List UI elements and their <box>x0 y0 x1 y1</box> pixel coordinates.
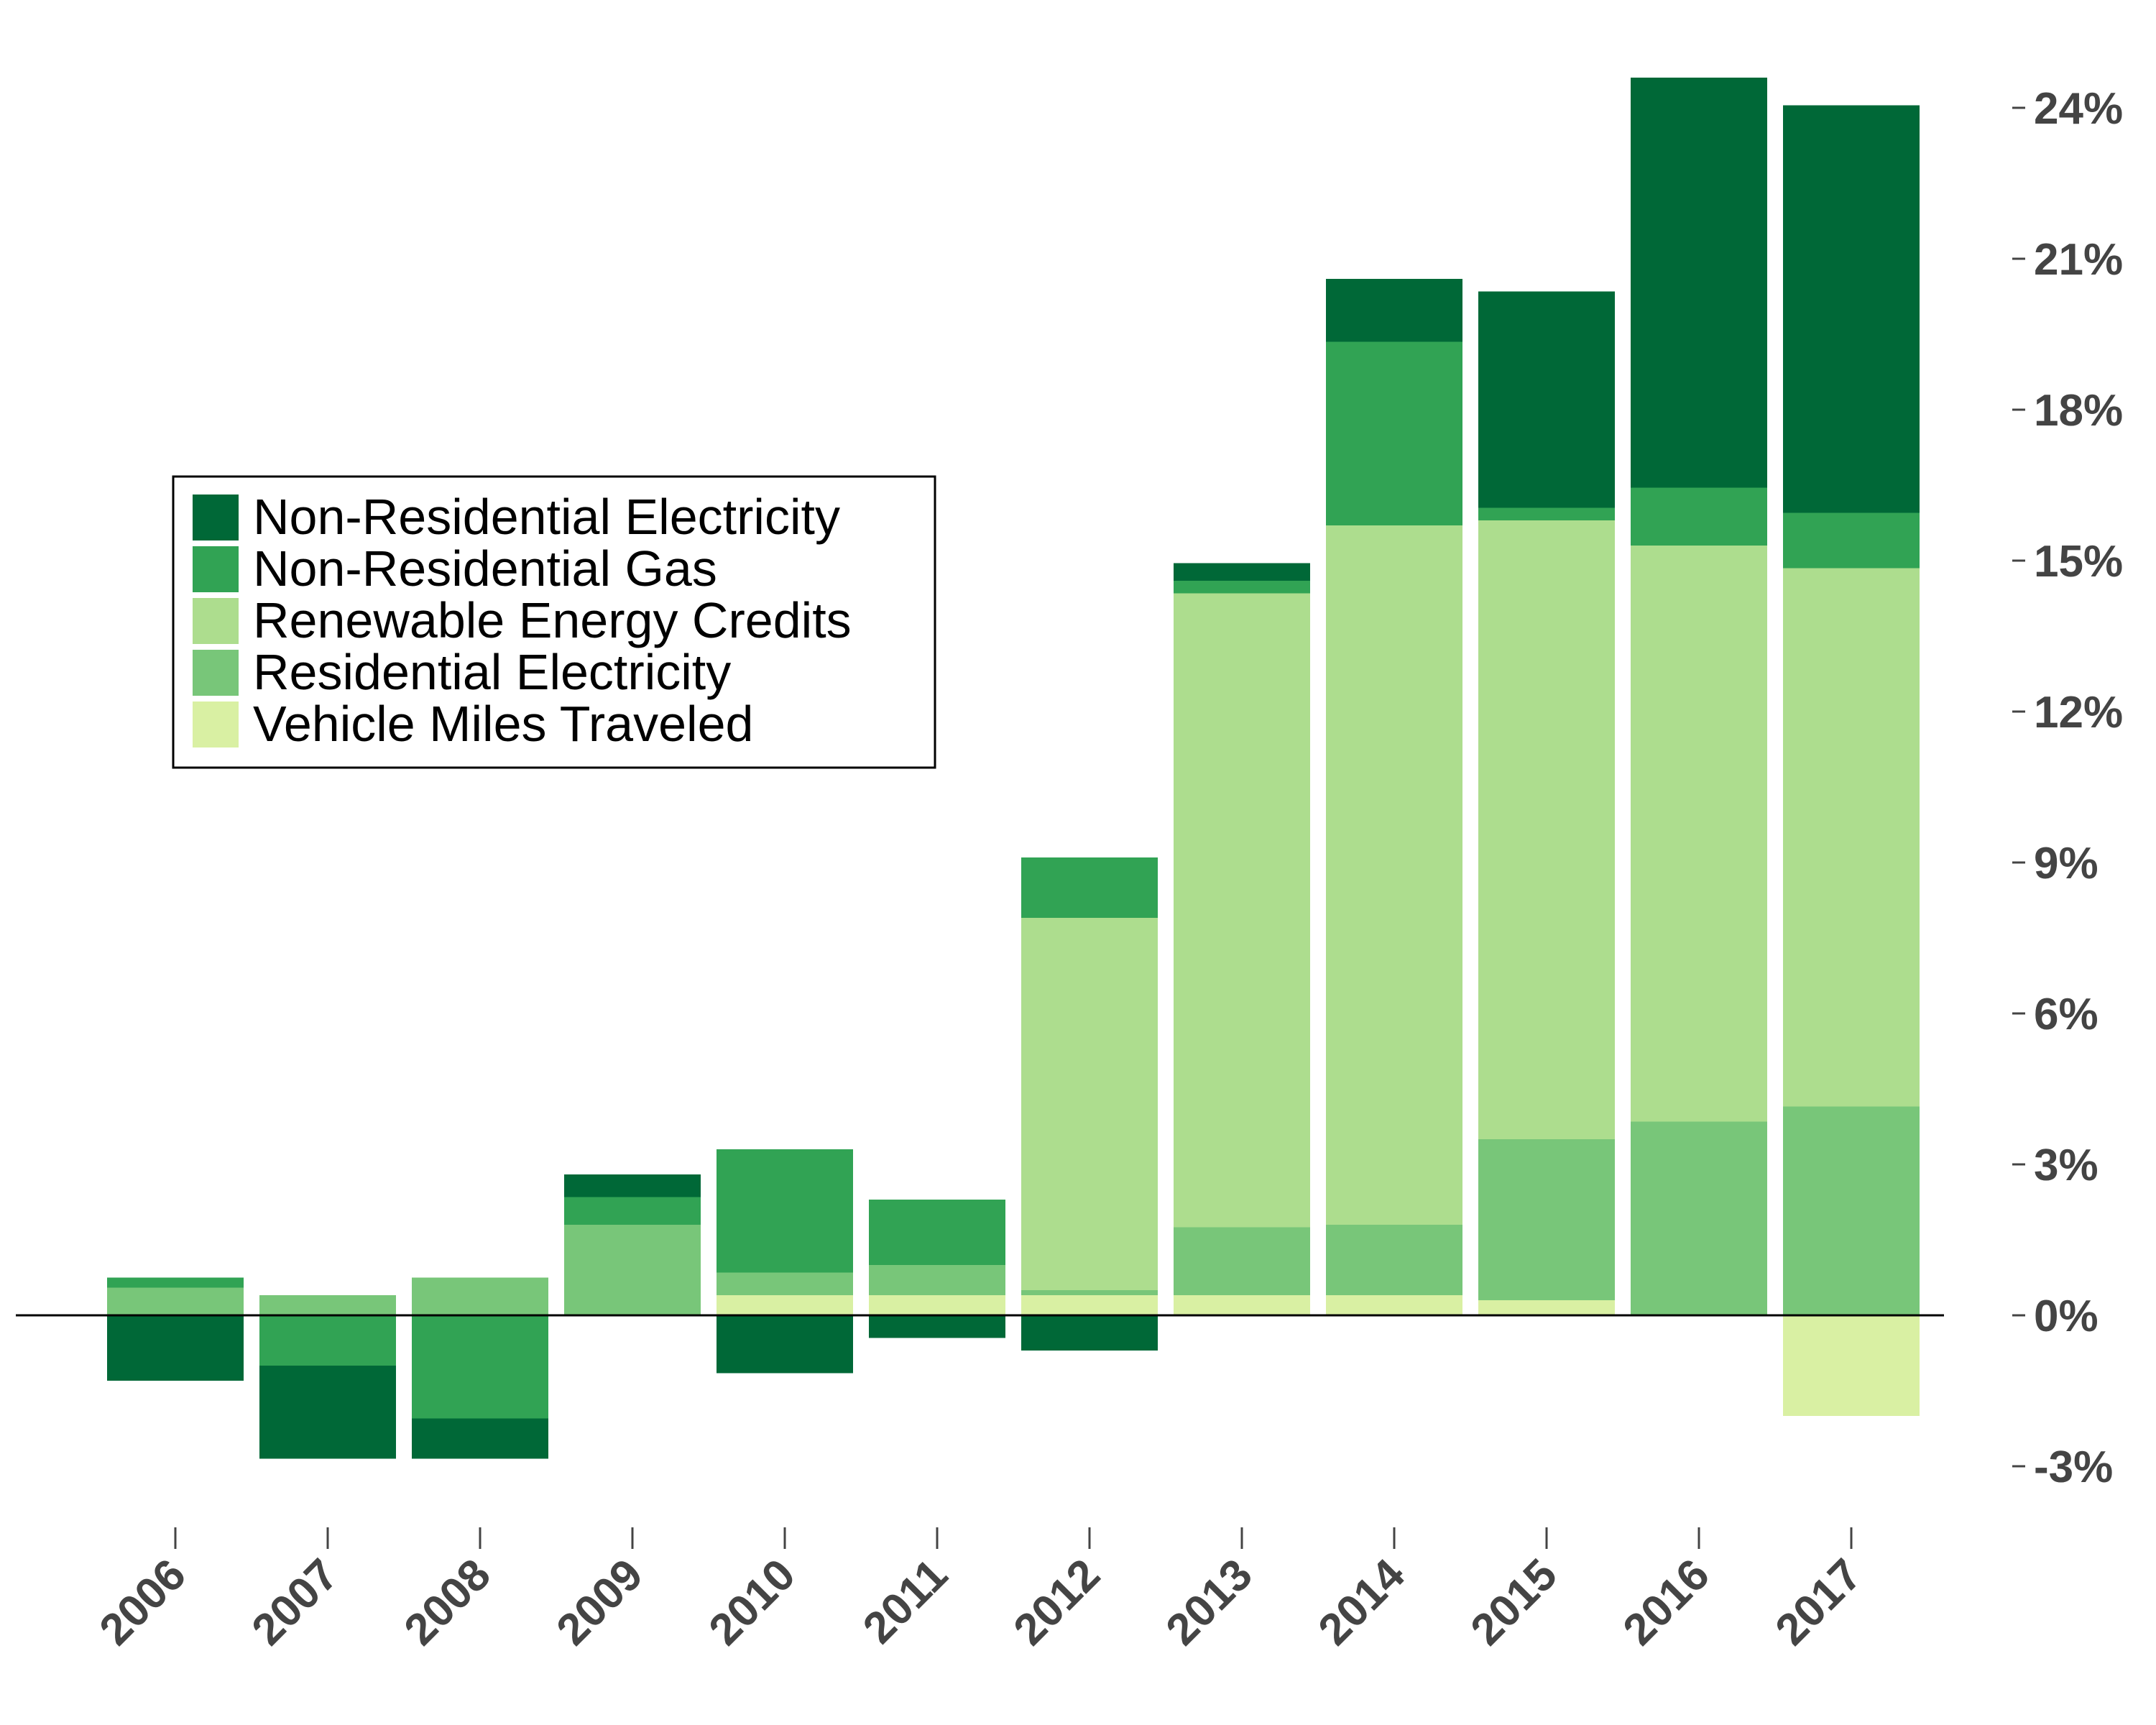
bar-segment-non-residential-electricity-2007 <box>259 1366 396 1459</box>
bar-segment-non-residential-electricity-2014 <box>1326 279 1462 342</box>
bar-segment-residential-electricity-2014 <box>1326 1225 1462 1295</box>
legend-swatch <box>193 494 239 540</box>
bar-segment-non-residential-gas-2015 <box>1478 507 1615 520</box>
x-tick-label: 2008 <box>395 1550 500 1655</box>
bar-segment-non-residential-electricity-2011 <box>869 1315 1005 1338</box>
bar-segment-residential-electricity-2016 <box>1631 1121 1767 1315</box>
bar-segment-non-residential-gas-2012 <box>1021 857 1158 918</box>
legend-label: Non-Residential Gas <box>253 540 717 597</box>
bar-segment-renewable-energy-credits-2017 <box>1783 568 1920 1107</box>
bar-segment-residential-electricity-2009 <box>564 1225 701 1315</box>
bar-segment-renewable-energy-credits-2013 <box>1174 593 1310 1228</box>
bar-segment-non-residential-gas-2014 <box>1326 341 1462 525</box>
bar-segment-non-residential-electricity-2006 <box>107 1315 244 1381</box>
bar-segment-vehicle-miles-traveled-2011 <box>869 1295 1005 1315</box>
y-tick-label: 0% <box>2034 1292 2099 1341</box>
y-tick-label: -3% <box>2034 1443 2113 1492</box>
bar-segment-non-residential-electricity-2015 <box>1478 291 1615 508</box>
y-tick-label: 6% <box>2034 990 2099 1039</box>
x-tick-label: 2016 <box>1614 1550 1719 1655</box>
x-tick-label: 2011 <box>854 1550 957 1653</box>
y-tick-label: 9% <box>2034 839 2099 888</box>
x-tick-label: 2013 <box>1157 1550 1262 1655</box>
y-tick-label: 12% <box>2034 688 2123 737</box>
legend-label: Non-Residential Electricity <box>253 489 840 545</box>
legend-label: Residential Electricity <box>253 644 731 700</box>
bar-segment-non-residential-gas-2006 <box>107 1277 244 1288</box>
bar-segment-residential-electricity-2007 <box>259 1295 396 1315</box>
bar-segment-residential-electricity-2012 <box>1021 1290 1158 1295</box>
bar-segment-renewable-energy-credits-2014 <box>1326 525 1462 1225</box>
bar-segment-vehicle-miles-traveled-2013 <box>1174 1295 1310 1315</box>
y-tick-label: 21% <box>2034 235 2123 285</box>
bar-segment-renewable-energy-credits-2012 <box>1021 918 1158 1290</box>
x-tick-label: 2015 <box>1462 1550 1567 1655</box>
bar-segment-non-residential-gas-2008 <box>412 1315 548 1419</box>
x-tick-label: 2009 <box>548 1550 653 1655</box>
legend-swatch <box>193 546 239 592</box>
legend-swatch <box>193 598 239 644</box>
x-tick-label: 2010 <box>700 1550 805 1655</box>
x-tick-label: 2012 <box>1005 1550 1110 1655</box>
x-tick-label: 2017 <box>1766 1550 1871 1655</box>
bar-segment-non-residential-electricity-2008 <box>412 1418 548 1459</box>
legend-swatch <box>193 650 239 696</box>
bar-segment-residential-electricity-2015 <box>1478 1139 1615 1300</box>
legend-swatch <box>193 702 239 748</box>
bar-segment-non-residential-electricity-2017 <box>1783 105 1920 513</box>
bar-segment-vehicle-miles-traveled-2017 <box>1783 1315 1920 1416</box>
bar-segment-residential-electricity-2006 <box>107 1287 244 1315</box>
x-tick-label: 2006 <box>91 1550 195 1655</box>
bar-segment-non-residential-electricity-2012 <box>1021 1315 1158 1351</box>
bar-segment-residential-electricity-2017 <box>1783 1106 1920 1315</box>
y-tick-label: 15% <box>2034 537 2123 586</box>
bar-segment-vehicle-miles-traveled-2015 <box>1478 1300 1615 1315</box>
bar-segment-vehicle-miles-traveled-2010 <box>717 1295 853 1315</box>
legend-label: Vehicle Miles Traveled <box>253 696 753 752</box>
bar-segment-residential-electricity-2010 <box>717 1272 853 1295</box>
bar-segment-residential-electricity-2011 <box>869 1265 1005 1295</box>
legend: Non-Residential ElectricityNon-Residenti… <box>172 475 936 769</box>
bar-segment-renewable-energy-credits-2015 <box>1478 520 1615 1139</box>
bar-segment-residential-electricity-2008 <box>412 1277 548 1315</box>
bar-segment-non-residential-electricity-2009 <box>564 1174 701 1197</box>
x-tick-label: 2007 <box>243 1550 348 1655</box>
bar-segment-residential-electricity-2013 <box>1174 1227 1310 1295</box>
bar-segment-non-residential-electricity-2013 <box>1174 563 1310 581</box>
bar-segment-vehicle-miles-traveled-2014 <box>1326 1295 1462 1315</box>
bars-layer <box>107 78 1920 1459</box>
bar-segment-non-residential-gas-2007 <box>259 1315 396 1366</box>
legend-label: Renewable Energy Credits <box>253 592 852 648</box>
bar-segment-non-residential-gas-2016 <box>1631 487 1767 546</box>
bar-segment-non-residential-gas-2009 <box>564 1197 701 1225</box>
y-axis: -3% 0% 3% 6% 9% 12% 15% 18% 21% 24% <box>2012 84 2123 1492</box>
x-tick-label: 2014 <box>1309 1550 1415 1655</box>
bar-segment-renewable-energy-credits-2016 <box>1631 546 1767 1122</box>
y-tick-label: 24% <box>2034 84 2123 134</box>
bar-segment-non-residential-gas-2013 <box>1174 581 1310 594</box>
bar-segment-non-residential-electricity-2016 <box>1631 78 1767 488</box>
bar-segment-vehicle-miles-traveled-2012 <box>1021 1295 1158 1315</box>
bar-segment-non-residential-gas-2010 <box>717 1149 853 1273</box>
y-tick-label: 18% <box>2034 386 2123 436</box>
bar-segment-non-residential-gas-2011 <box>869 1200 1005 1265</box>
bar-segment-non-residential-electricity-2010 <box>717 1315 853 1374</box>
x-axis: 2006 2007 2008 2009 2010 2011 2012 2013 2014 2015… <box>91 1527 1871 1655</box>
y-tick-label: 3% <box>2034 1141 2099 1190</box>
legend-box <box>172 475 936 769</box>
bar-segment-non-residential-gas-2017 <box>1783 512 1920 569</box>
